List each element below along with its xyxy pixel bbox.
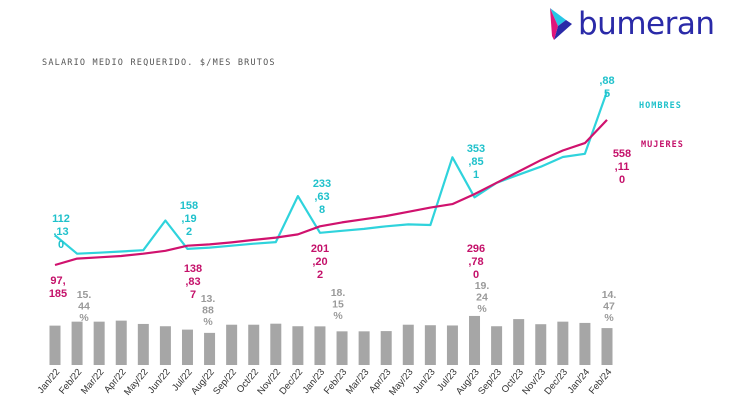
x-tick-11: Dec/22 [277, 367, 305, 397]
x-tick-13: Feb/23 [322, 367, 349, 397]
bar-brecha-18 [446, 325, 458, 365]
legend-mujeres: MUJERES [641, 140, 684, 150]
bar-brecha-17 [424, 325, 436, 365]
bar-brecha-20 [491, 326, 503, 365]
bar-brecha-7 [204, 332, 216, 365]
x-tick-25: Feb/24 [587, 367, 614, 397]
label-brecha-19: 19. 24% [475, 280, 490, 315]
x-tick-4: May/22 [122, 367, 150, 398]
x-tick-5: Jun/22 [146, 367, 173, 396]
label-mujeres-11: 201,20 2 [311, 243, 329, 281]
x-tick-16: May/23 [387, 367, 415, 398]
bar-brecha-14 [358, 331, 370, 365]
label-hombres-0: 112,13 0 [52, 213, 70, 251]
legend-hombres: HOMBRES [639, 101, 682, 111]
line-hombres [54, 91, 609, 255]
bar-brecha-5 [159, 326, 171, 365]
label-mujeres-0: 97, 185 [49, 275, 67, 300]
label-brecha-12: 18. 15% [331, 287, 346, 322]
bar-brecha-3 [115, 320, 127, 365]
brand-name: bumeran [578, 6, 715, 42]
label-mujeres-25: 558,11 0 [613, 148, 631, 186]
bar-brecha-1 [71, 321, 83, 365]
bar-brecha-19 [469, 315, 481, 365]
bar-brecha-4 [137, 323, 149, 365]
bar-brecha-0 [49, 325, 61, 365]
bar-brecha-15 [380, 331, 392, 365]
bar-brecha-22 [535, 324, 547, 365]
bar-brecha-8 [226, 324, 238, 365]
label-hombres-25: ,88 5 [599, 75, 614, 100]
x-tick-20: Sep/23 [476, 367, 504, 397]
bumeran-chevron-logo-icon [550, 8, 572, 40]
chart-subtitle: SALARIO MEDIO REQUERIDO. $/MES BRUTOS [42, 58, 276, 68]
bar-brecha-24 [579, 322, 591, 365]
x-tick-8: Sep/22 [211, 367, 239, 397]
bar-brecha-13 [336, 331, 348, 365]
label-brecha-25: 14. 47% [602, 289, 617, 324]
bar-brecha-9 [248, 324, 260, 365]
brand-logo: bumeran [548, 6, 715, 42]
bar-brecha-21 [513, 319, 525, 365]
bar-brecha-10 [270, 323, 282, 365]
bar-brecha-16 [402, 324, 414, 365]
bar-brecha-6 [181, 329, 193, 365]
label-brecha-0: 15. 44% [77, 289, 92, 324]
label-hombres-5: 158,19 2 [180, 200, 198, 238]
bar-brecha-23 [557, 321, 569, 365]
label-hombres-18: 353,85 1 [467, 143, 485, 181]
x-tick-14: Mar/23 [344, 367, 371, 397]
x-tick-1: Feb/22 [57, 367, 84, 397]
label-brecha-6: 13. 88% [201, 293, 216, 328]
bar-brecha-11 [292, 326, 304, 365]
bar-brecha-2 [93, 321, 105, 365]
bar-brecha-25 [601, 328, 613, 365]
label-mujeres-18: 296,78 0 [467, 243, 485, 281]
line-mujeres [54, 119, 608, 267]
x-tick-23: Dec/23 [542, 367, 570, 397]
x-tick-17: Jun/23 [411, 367, 438, 396]
bar-brecha-12 [314, 326, 326, 365]
label-hombres-11: 233,63 8 [313, 178, 331, 216]
x-tick-2: Mar/22 [79, 367, 106, 397]
label-mujeres-5: 138,83 7 [184, 263, 202, 301]
